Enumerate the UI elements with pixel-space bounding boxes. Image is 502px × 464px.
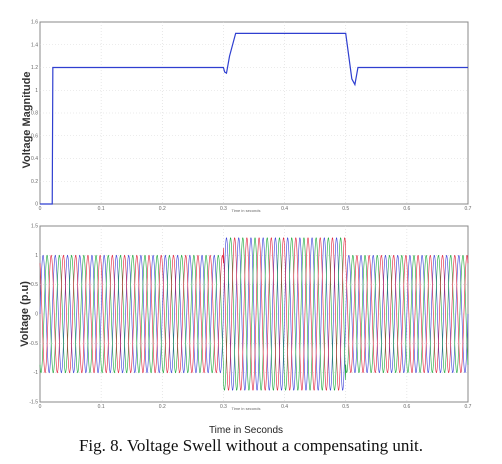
bottom-y-tick-label: 1: [35, 253, 38, 259]
figure-caption: Fig. 8. Voltage Swell without a compensa…: [78, 436, 424, 455]
top-grid: [40, 22, 468, 204]
bottom-tick-labels: 0 0.1 0.2 0.3 0.4 0.5 0.6 0.7 -1.5 -1 -0.5 0 0.5 1 1.5: [29, 224, 471, 411]
top-plot-frame: [39, 21, 469, 205]
bottom-x-tick-label: 0.1: [98, 404, 105, 410]
voltage-magnitude-line: [40, 32, 468, 205]
bottom-series: [39, 237, 469, 391]
bottom-x-axis-inner-label: Time in seconds: [232, 406, 261, 411]
top-x-tick-label: 0.6: [403, 206, 410, 212]
top-y-tick-label: 1.4: [31, 42, 38, 48]
top-y-tick-label: 1: [35, 88, 38, 94]
phase-waveform-2: [39, 237, 469, 391]
top-x-tick-label: 0.4: [281, 206, 288, 212]
bottom-x-tick-label: 0.5: [342, 404, 349, 410]
bottom-y-tick-label: -1: [34, 370, 39, 376]
top-tick-labels: 0 0.1 0.2 0.3 0.4 0.5 0.6 0.7 0 0.2 0.4 0.6 0.8 1 1.2 1…: [31, 20, 472, 213]
bottom-x-tick-label: 0.7: [465, 404, 472, 410]
top-series: [40, 32, 468, 205]
bottom-x-tick-label: 0.3: [220, 404, 227, 410]
bottom-y-tick-label: 0.5: [31, 282, 38, 288]
bottom-y-tick-label: 1.5: [31, 224, 38, 230]
bottom-x-tick-label: 0.4: [281, 404, 288, 410]
bottom-x-tick-label: 0: [39, 404, 42, 410]
top-y-tick-label: 0.4: [31, 156, 38, 162]
voltage-waveform-panel: 0 0.1 0.2 0.3 0.4 0.5 0.6 0.7 -1.5 -1 -0.5 0 0.5 1 1.5…: [19, 224, 472, 412]
top-y-tick-label: 1.2: [31, 65, 38, 71]
bottom-y-axis-label: Voltage (p.u): [19, 281, 31, 347]
bottom-y-tick-label: -0.5: [29, 341, 38, 347]
top-y-tick-label: 1.6: [31, 20, 38, 26]
top-x-tick-label: 0.5: [342, 206, 349, 212]
phase-waveform-1: [39, 237, 469, 391]
bottom-x-tick-label: 0.2: [159, 404, 166, 410]
top-y-tick-label: 0.8: [31, 111, 38, 117]
bottom-x-tick-label: 0.6: [403, 404, 410, 410]
x-axis-label: Time in Seconds: [209, 425, 283, 436]
top-x-tick-label: 0.3: [220, 206, 227, 212]
top-y-axis-label: Voltage Magnitude: [21, 72, 33, 169]
top-y-tick-label: 0.2: [31, 179, 38, 185]
top-y-tick-label: 0.6: [31, 133, 38, 139]
bottom-y-tick-label: -1.5: [29, 400, 38, 406]
top-x-axis-inner-label: Time in seconds: [232, 208, 261, 213]
bottom-y-tick-label: 0: [35, 312, 38, 318]
phase-waveform-3: [39, 237, 469, 391]
top-x-tick-label: 0: [39, 206, 42, 212]
top-x-tick-label: 0.7: [465, 206, 472, 212]
top-x-tick-label: 0.2: [159, 206, 166, 212]
top-y-tick-label: 0: [35, 202, 38, 208]
top-x-tick-label: 0.1: [98, 206, 105, 212]
voltage-magnitude-panel: 0 0.1 0.2 0.3 0.4 0.5 0.6 0.7 0 0.2 0.4 0.6 0.8 1 1.2 1…: [21, 20, 472, 214]
